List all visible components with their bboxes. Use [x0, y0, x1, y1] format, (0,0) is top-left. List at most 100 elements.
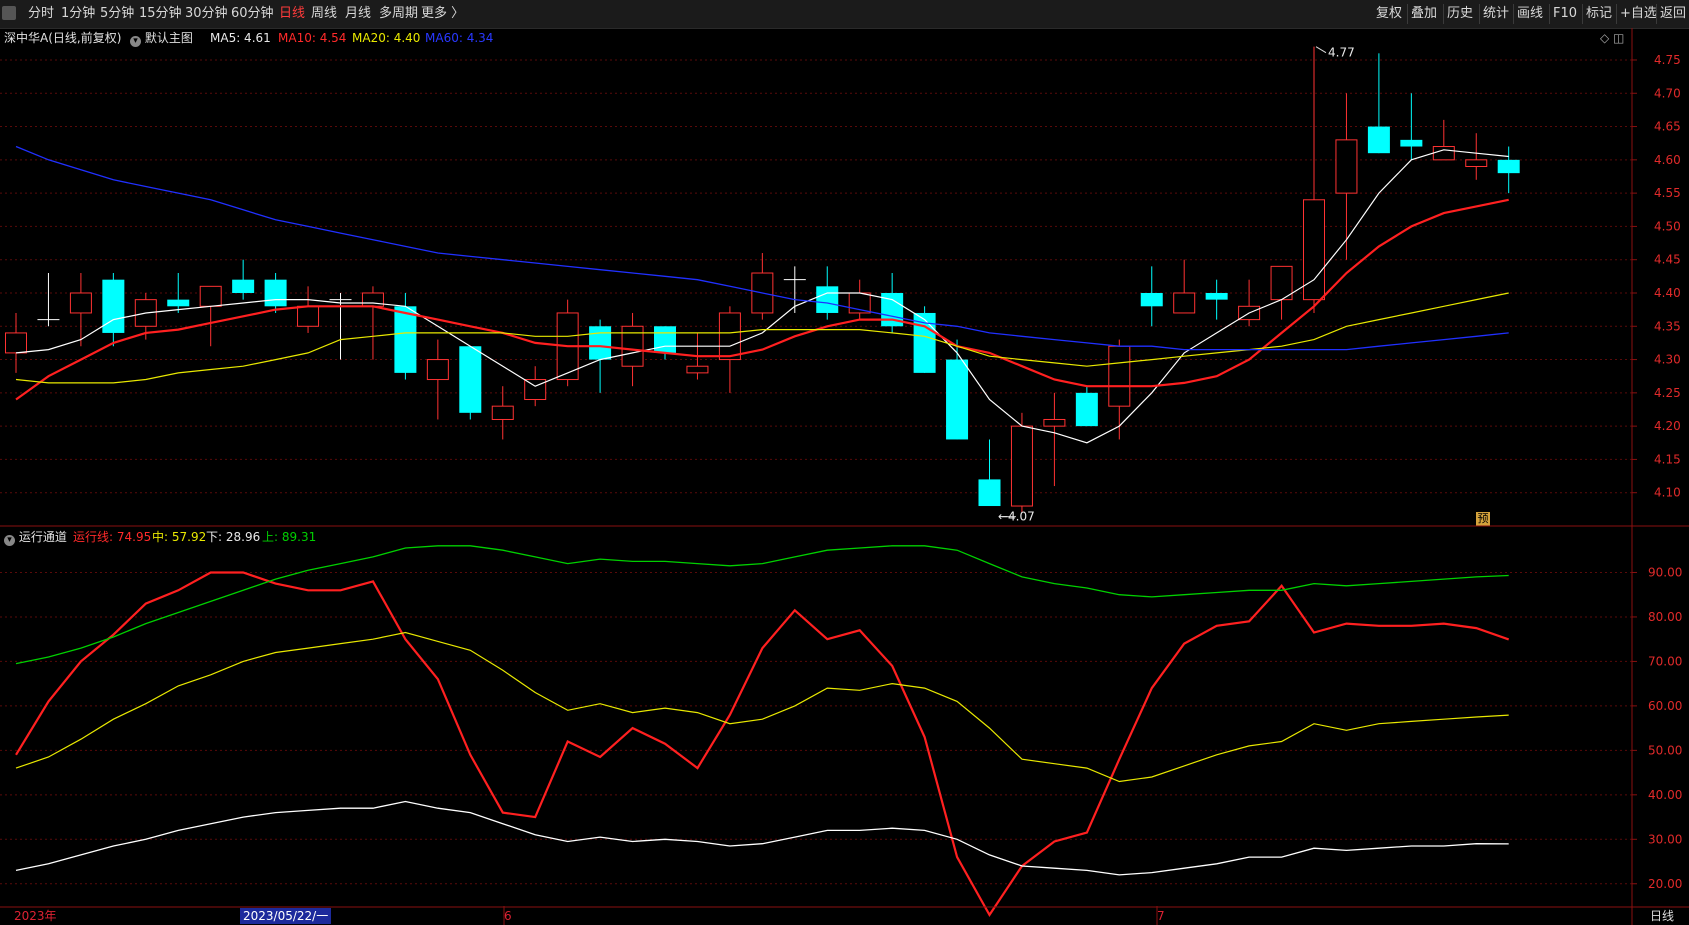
y-tick-label: 4.75: [1654, 53, 1681, 67]
y-tick-label: 90.00: [1648, 565, 1682, 579]
low-price-label: ←4.07: [998, 510, 1035, 524]
ma-line-ma10: [15, 198, 1509, 401]
tab-period-2[interactable]: 5分钟: [100, 6, 135, 21]
tab-period-7[interactable]: 周线: [311, 6, 338, 21]
candle: [848, 279, 871, 320]
candle: [1075, 386, 1098, 427]
candle-body: [848, 292, 871, 314]
candle-body: [1303, 199, 1325, 301]
toolbar-action-5[interactable]: F10: [1553, 6, 1578, 21]
period-toolbar: 分时 1分钟 5分钟 15分钟 30分钟 60分钟 日线 周线 月线 多周期 更多 〉 复权 叠加 历史…: [0, 0, 1689, 29]
candle-body: [524, 379, 547, 401]
candle: [459, 346, 482, 420]
candle: [1238, 279, 1261, 327]
menu-icon[interactable]: [2, 6, 16, 20]
candle-body: [654, 326, 676, 353]
candle-body: [621, 325, 644, 367]
stock-title: 深中华A(日线,前复权): [4, 31, 122, 45]
candle-body: [1367, 126, 1390, 154]
channel-low-legend: 下: 28.96: [206, 530, 261, 544]
y-tick-label: 60.00: [1648, 699, 1682, 713]
panel-controls-icon[interactable]: ◇ ◫: [1600, 31, 1625, 45]
tab-period-4[interactable]: 30分钟: [185, 6, 228, 21]
candle: [134, 292, 157, 340]
candle: [1465, 133, 1488, 180]
month-label-6: 6: [504, 909, 512, 923]
candle-body: [978, 479, 1001, 507]
candle: [783, 266, 806, 313]
y-tick-label: 40.00: [1648, 788, 1682, 802]
candle-body: [102, 279, 125, 333]
candle: [1173, 259, 1196, 314]
y-tick-label: 4.30: [1654, 353, 1681, 367]
chevron-down-icon: ▾: [130, 36, 141, 47]
y-tick-label: 80.00: [1648, 610, 1682, 624]
toolbar-action-1[interactable]: 叠加: [1411, 6, 1438, 21]
y-tick-label: 4.50: [1654, 219, 1681, 233]
channel-mid-legend: 中: 57.92: [152, 530, 207, 544]
toolbar-action-2[interactable]: 历史: [1447, 6, 1474, 21]
candle: [1432, 119, 1455, 161]
y-tick-label: 4.10: [1654, 486, 1681, 500]
candle-body: [232, 279, 255, 293]
forecast-tag[interactable]: 预: [1476, 512, 1490, 526]
candle: [718, 306, 741, 393]
candle: [1043, 392, 1066, 487]
toolbar-action-7[interactable]: +自选: [1620, 6, 1657, 21]
toolbar-separator: [1616, 4, 1617, 24]
tab-period-3[interactable]: 15分钟: [139, 6, 182, 21]
toolbar-action-8[interactable]: 返回: [1660, 6, 1687, 21]
candle-body: [1075, 392, 1098, 427]
candle-body: [1108, 345, 1131, 407]
year-label: 2023年: [14, 909, 57, 923]
candle: [1108, 339, 1131, 440]
y-tick-label: 70.00: [1648, 654, 1682, 668]
channel-up-legend: 上: 89.31: [262, 530, 317, 544]
toolbar-action-3[interactable]: 统计: [1483, 6, 1510, 21]
candle-body: [913, 312, 936, 373]
candle: [1140, 266, 1163, 327]
month-label-7: 7: [1157, 909, 1165, 923]
candle-body: [1400, 139, 1423, 147]
tab-period-5[interactable]: 60分钟: [231, 6, 274, 21]
channel-line-0: [15, 571, 1510, 918]
candle-body: [589, 326, 612, 360]
channel-line-legend: 运行线: 74.95: [73, 530, 152, 544]
candle: [491, 386, 514, 440]
ma20-legend: MA20: 4.40: [352, 31, 421, 45]
candle-body: [394, 306, 417, 373]
candle-body: [1140, 292, 1163, 307]
tab-period-9[interactable]: 多周期: [379, 6, 419, 21]
high-marker-arrow: [1315, 46, 1327, 54]
candle-body: [1173, 292, 1196, 314]
candle: [1367, 53, 1390, 154]
y-tick-label: 4.55: [1654, 186, 1681, 200]
candle: [978, 439, 1001, 507]
candle-body: [1497, 159, 1520, 174]
tab-period-0[interactable]: 分时: [28, 6, 55, 21]
toolbar-action-0[interactable]: 复权: [1376, 6, 1403, 21]
toolbar-action-6[interactable]: 标记: [1586, 6, 1613, 21]
candle: [1270, 265, 1293, 320]
candle: [556, 299, 579, 387]
y-tick-label: 50.00: [1648, 743, 1682, 757]
ma-line-ma60: [15, 145, 1509, 351]
candle-body: [361, 292, 384, 307]
period-label: 日线: [1650, 909, 1675, 923]
candle-body: [1205, 292, 1228, 300]
tab-period-8[interactable]: 月线: [345, 6, 372, 21]
channel-line-3: [15, 545, 1509, 665]
ma5-legend: MA5: 4.61: [210, 31, 271, 45]
main-chart-selector[interactable]: ▾ 默认主图: [130, 30, 193, 47]
candle: [199, 285, 222, 347]
tab-period-1[interactable]: 1分钟: [61, 6, 96, 21]
toolbar-separator: [1656, 4, 1657, 24]
indicator-selector[interactable]: ▾ 运行通道: [4, 529, 67, 546]
tab-period-10[interactable]: 更多 〉: [421, 6, 465, 21]
toolbar-action-4[interactable]: 画线: [1517, 6, 1544, 21]
tab-period-6[interactable]: 日线: [279, 6, 306, 21]
toolbar-separator: [1582, 4, 1583, 24]
candle: [329, 292, 352, 360]
chart-name-label: 默认主图: [144, 31, 193, 45]
